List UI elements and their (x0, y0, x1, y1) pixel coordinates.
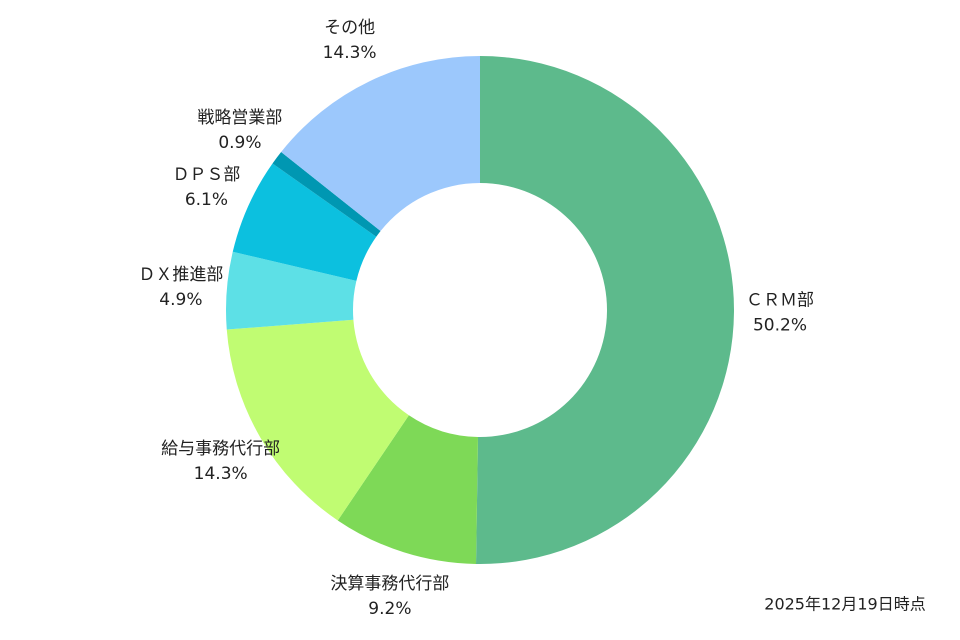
note: 2025年12月19日時点 (764, 595, 925, 614)
slice-label: ＣＲＭ部 (746, 290, 814, 310)
value-label: 14.3% (194, 464, 248, 484)
slice-label: その他 (324, 18, 375, 38)
slice (232, 163, 377, 281)
slice (337, 415, 479, 564)
value-label: 6.1% (185, 190, 228, 210)
slice (226, 319, 409, 521)
slice (476, 56, 735, 565)
slice (281, 56, 480, 231)
value-label: 0.9% (218, 133, 261, 153)
slice-label: ＤＰＳ部 (172, 165, 240, 185)
slice-label: ＤＸ推進部 (138, 265, 223, 285)
value-label: 9.2% (368, 599, 411, 619)
slice-label: 決算事務代行部 (330, 574, 449, 594)
slice (272, 151, 381, 237)
slice-label: 戦略営業部 (197, 108, 282, 128)
value-label: 50.2% (753, 315, 807, 335)
slice-label: 給与事務代行部 (161, 439, 280, 459)
value-label: 14.3% (323, 43, 377, 63)
slice (226, 251, 357, 330)
value-label: 4.9% (159, 290, 202, 310)
